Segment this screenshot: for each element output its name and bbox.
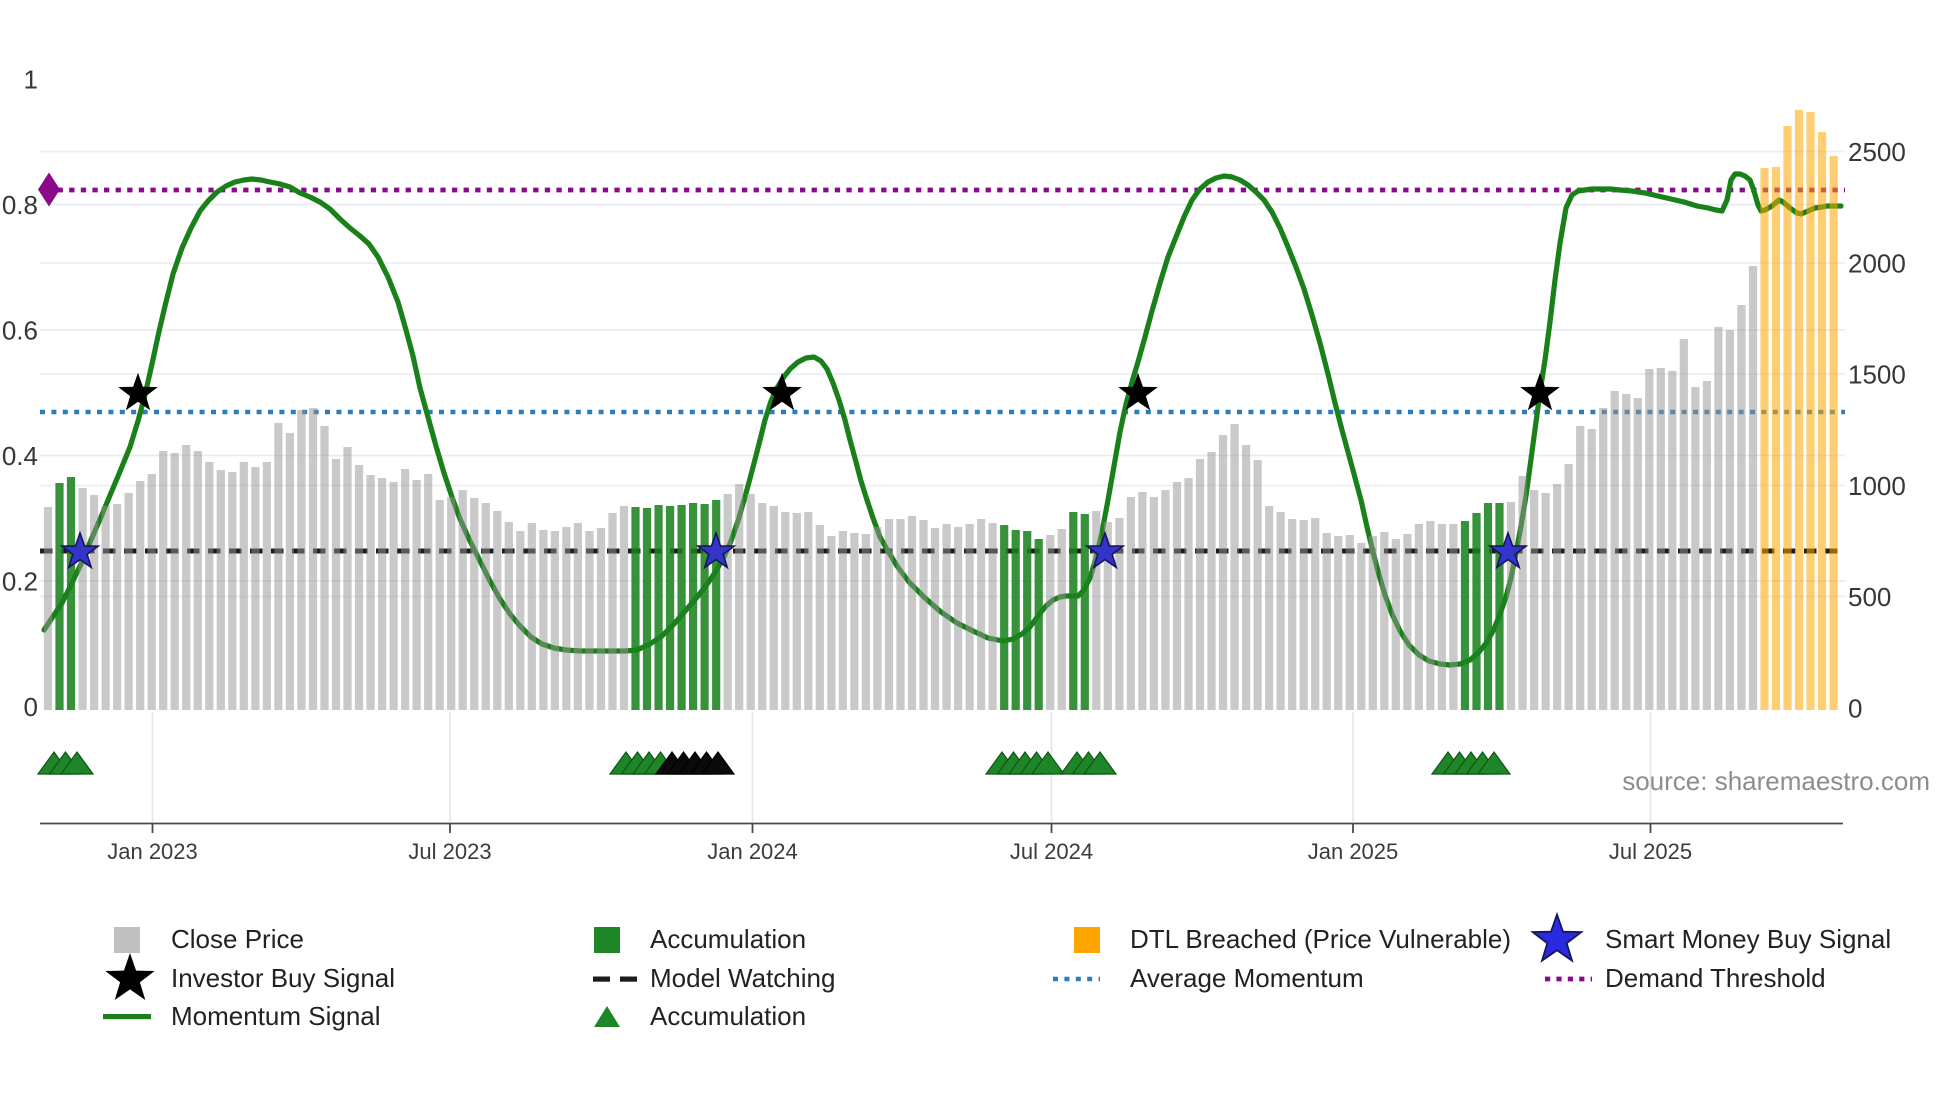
svg-text:0: 0 — [1848, 693, 1862, 723]
svg-text:500: 500 — [1848, 582, 1891, 612]
svg-text:Model Watching: Model Watching — [650, 963, 835, 993]
svg-text:0.8: 0.8 — [2, 190, 38, 220]
svg-text:Jul 2025: Jul 2025 — [1609, 839, 1692, 864]
svg-text:0.4: 0.4 — [2, 441, 38, 471]
svg-text:2000: 2000 — [1848, 248, 1906, 278]
svg-text:Jul 2024: Jul 2024 — [1010, 839, 1093, 864]
svg-text:Accumulation: Accumulation — [650, 924, 806, 954]
svg-text:0.2: 0.2 — [2, 566, 38, 596]
svg-text:Accumulation: Accumulation — [650, 1001, 806, 1031]
svg-text:Jan 2024: Jan 2024 — [707, 839, 798, 864]
svg-text:Demand Threshold: Demand Threshold — [1605, 963, 1826, 993]
svg-text:2500: 2500 — [1848, 137, 1906, 167]
svg-text:Jan 2025: Jan 2025 — [1308, 839, 1399, 864]
svg-text:1000: 1000 — [1848, 471, 1906, 501]
svg-text:Jan 2023: Jan 2023 — [107, 839, 198, 864]
svg-text:0: 0 — [24, 692, 38, 722]
svg-text:DTL Breached (Price Vulnerable: DTL Breached (Price Vulnerable) — [1130, 924, 1511, 954]
svg-text:Close Price: Close Price — [171, 924, 304, 954]
svg-text:Jul 2023: Jul 2023 — [408, 839, 491, 864]
svg-text:Investor Buy Signal: Investor Buy Signal — [171, 963, 395, 993]
svg-text:Momentum Signal: Momentum Signal — [171, 1001, 381, 1031]
svg-text:source: sharemaestro.com: source: sharemaestro.com — [1622, 766, 1930, 796]
svg-text:1: 1 — [24, 64, 38, 94]
svg-text:1500: 1500 — [1848, 359, 1906, 389]
svg-text:0.6: 0.6 — [2, 315, 38, 345]
svg-text:Average Momentum: Average Momentum — [1130, 963, 1364, 993]
svg-text:Smart Money Buy Signal: Smart Money Buy Signal — [1605, 924, 1891, 954]
